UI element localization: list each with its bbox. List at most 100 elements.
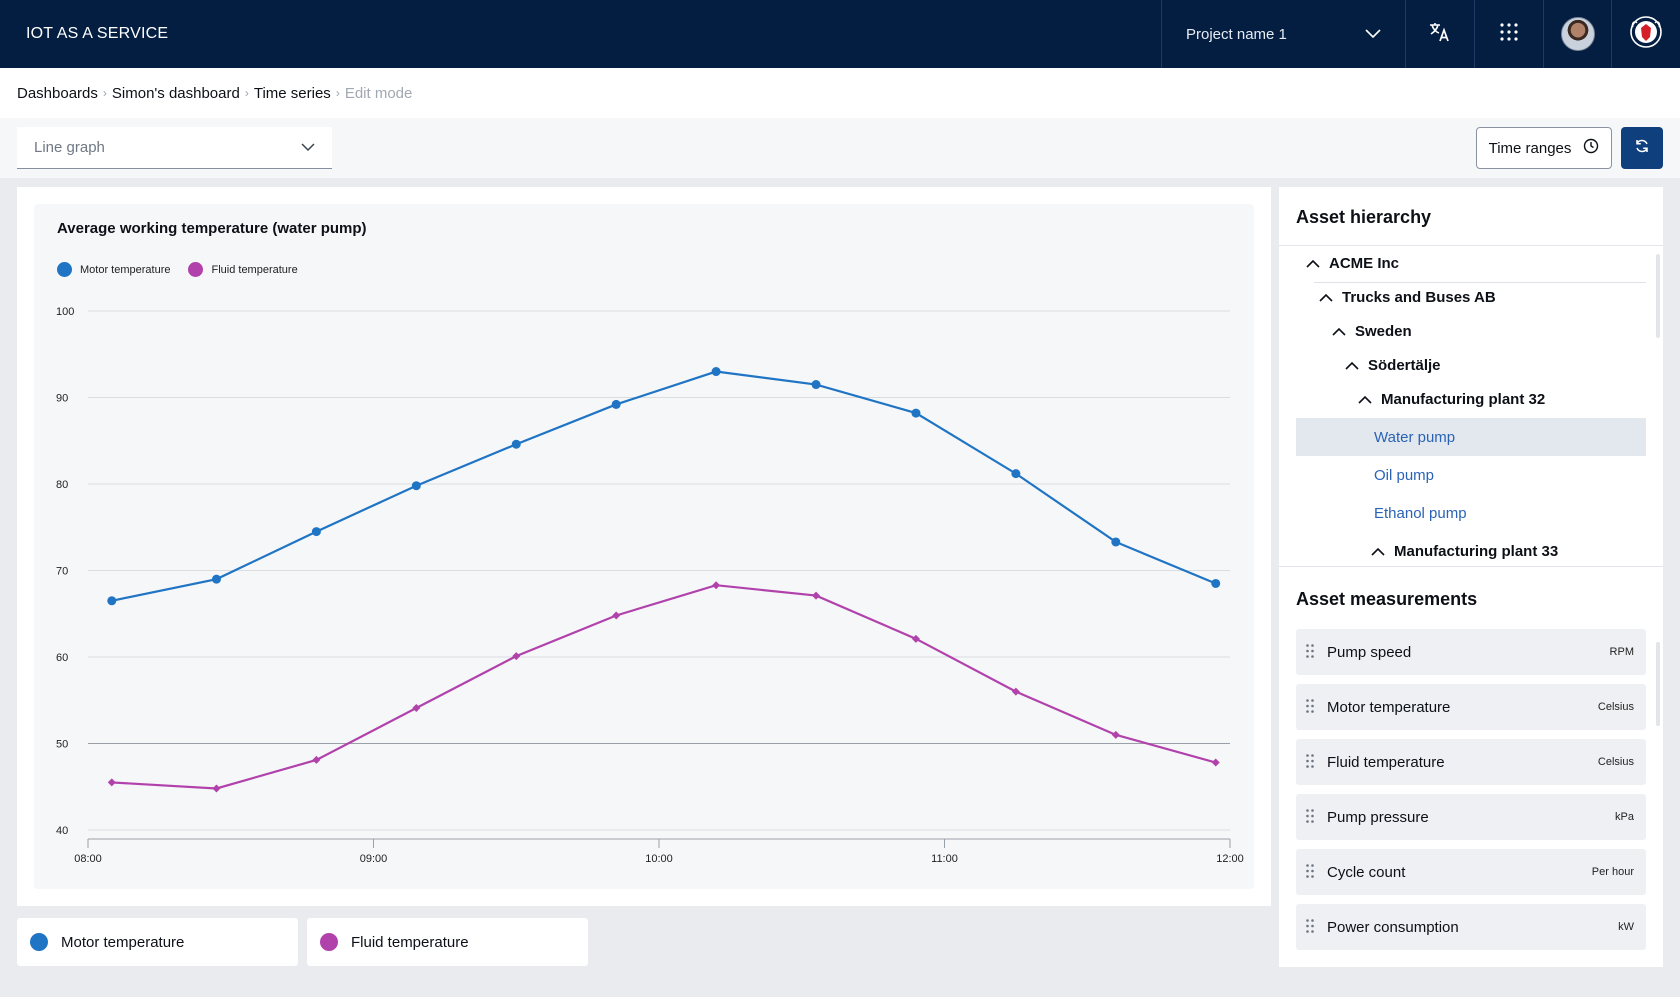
- refresh-button[interactable]: [1621, 127, 1663, 169]
- asset-panel: Asset hierarchy ACME Inc Trucks and Buses…: [1279, 187, 1663, 967]
- breadcrumb-separator-icon: ›: [244, 86, 249, 100]
- data-point-motor: [1111, 537, 1121, 547]
- tree-node[interactable]: Oil pump: [1296, 456, 1646, 494]
- tree-node-label: Sweden: [1355, 322, 1412, 340]
- y-tick-label: 90: [56, 393, 68, 405]
- drag-handle-icon[interactable]: [1305, 753, 1317, 772]
- chevron-up-icon[interactable]: [1316, 293, 1336, 302]
- tree-node-label: Oil pump: [1374, 466, 1435, 484]
- breadcrumb: Dashboards › Simon's dashboard › Time se…: [0, 68, 1680, 118]
- tree-node[interactable]: ACME Inc: [1296, 246, 1646, 280]
- measurement-item[interactable]: Motor temperature Celsius: [1296, 684, 1646, 730]
- breadcrumb-time-series[interactable]: Time series: [253, 84, 331, 102]
- tree-node[interactable]: Manufacturing plant 33: [1296, 534, 1646, 566]
- legend-label-motor: Motor temperature: [80, 263, 171, 276]
- series-swatch-fluid: [320, 933, 338, 951]
- brand-title: IOT AS A SERVICE: [26, 25, 169, 42]
- measurement-item[interactable]: Fluid temperature Celsius: [1296, 739, 1646, 785]
- measurement-unit: Celsius: [1597, 756, 1634, 768]
- data-point-fluid: [312, 755, 321, 764]
- y-tick-label: 60: [56, 652, 68, 664]
- data-point-fluid: [1211, 758, 1220, 767]
- asset-measurements-title: Asset measurements: [1296, 589, 1478, 609]
- drag-handle-icon[interactable]: [1305, 863, 1317, 882]
- language-button[interactable]: [1405, 0, 1474, 68]
- tree-node[interactable]: Ethanol pump: [1296, 494, 1646, 532]
- breadcrumb-separator-icon: ›: [335, 86, 340, 100]
- data-point-motor: [1211, 578, 1221, 588]
- data-point-motor: [311, 527, 321, 537]
- chevron-up-icon[interactable]: [1355, 395, 1375, 404]
- measurement-item[interactable]: Cycle count Per hour: [1296, 849, 1646, 895]
- tree-scrollbar[interactable]: [1656, 254, 1660, 338]
- top-bar: IOT AS A SERVICE Project name 1: [0, 0, 1680, 68]
- data-point-fluid: [1011, 687, 1020, 696]
- tree-node-label: Södertälje: [1368, 356, 1441, 374]
- data-point-motor: [611, 399, 621, 409]
- drag-handle-icon[interactable]: [1305, 643, 1317, 662]
- tree-node-label: Trucks and Buses AB: [1342, 288, 1496, 306]
- chevron-up-icon[interactable]: [1342, 361, 1362, 370]
- measurement-item[interactable]: Pump pressure kPa: [1296, 794, 1646, 840]
- measurement-unit: Per hour: [1591, 866, 1634, 878]
- measurement-name: Motor temperature: [1327, 698, 1451, 716]
- avatar: [1560, 17, 1595, 51]
- chevron-down-icon: [301, 139, 315, 156]
- drag-handle-icon[interactable]: [1305, 698, 1317, 717]
- y-tick-label: 100: [56, 306, 74, 318]
- asset-hierarchy-title: Asset hierarchy: [1296, 207, 1432, 227]
- tree-node[interactable]: Water pump: [1296, 418, 1646, 456]
- tree-divider: [1314, 282, 1646, 283]
- data-point-motor: [107, 596, 117, 606]
- data-point-motor: [411, 481, 421, 491]
- tree-node[interactable]: Sweden: [1296, 314, 1646, 348]
- data-point-fluid: [107, 778, 116, 787]
- measurement-item[interactable]: Power consumption kW: [1296, 904, 1646, 950]
- tree-node[interactable]: Södertälje: [1296, 348, 1646, 382]
- breadcrumb-simons-dashboard[interactable]: Simon's dashboard: [111, 84, 240, 102]
- legend-item-fluid[interactable]: Fluid temperature: [188, 262, 298, 277]
- grid-icon: [1500, 22, 1518, 46]
- project-name: Project name 1: [1186, 25, 1287, 43]
- refresh-icon: [1634, 138, 1650, 159]
- data-point-motor: [1011, 469, 1021, 479]
- measurements-scrollbar[interactable]: [1656, 642, 1660, 726]
- legend-label-fluid: Fluid temperature: [211, 263, 298, 276]
- drag-handle-icon[interactable]: [1305, 808, 1317, 827]
- x-tick-label: 09:00: [360, 853, 388, 865]
- measurement-name: Power consumption: [1327, 918, 1459, 936]
- data-point-fluid: [412, 704, 421, 713]
- project-selector[interactable]: Project name 1: [1161, 0, 1405, 68]
- brand-emblem-icon: [1629, 15, 1663, 54]
- tree-node[interactable]: Trucks and Buses AB: [1296, 280, 1646, 314]
- measurement-name: Pump speed: [1327, 643, 1412, 661]
- chevron-up-icon[interactable]: [1329, 327, 1349, 336]
- apps-button[interactable]: [1474, 0, 1543, 68]
- user-menu-button[interactable]: [1543, 0, 1611, 68]
- tree-node-label: Manufacturing plant 32: [1381, 390, 1546, 408]
- x-tick-label: 12:00: [1216, 853, 1244, 865]
- time-ranges-button[interactable]: Time ranges: [1476, 127, 1612, 169]
- line-chart: 40 50 60 70 80 90 100 08:00 09:00 10:00 11:00 12:00: [56, 306, 1244, 865]
- data-point-fluid: [911, 634, 920, 643]
- drag-handle-icon[interactable]: [1305, 918, 1317, 937]
- measurement-unit: kW: [1618, 921, 1634, 933]
- toolbar: Line graph Time ranges: [0, 118, 1680, 178]
- series-chip-label: Motor temperature: [61, 933, 185, 951]
- chevron-up-icon[interactable]: [1303, 259, 1323, 268]
- breadcrumb-dashboards[interactable]: Dashboards: [17, 84, 98, 102]
- measurement-name: Pump pressure: [1327, 808, 1429, 826]
- measurement-item[interactable]: Pump speed RPM: [1296, 629, 1646, 675]
- legend-item-motor[interactable]: Motor temperature: [57, 262, 170, 277]
- chevron-up-icon[interactable]: [1368, 547, 1388, 556]
- series-chip-motor[interactable]: Motor temperature: [17, 918, 298, 966]
- chart-title: Average working temperature (water pump): [57, 220, 367, 237]
- data-point-fluid: [1111, 730, 1120, 739]
- chevron-down-icon: [1365, 26, 1381, 43]
- series-chip-fluid[interactable]: Fluid temperature: [307, 918, 588, 966]
- tree-node-label: Water pump: [1374, 428, 1456, 446]
- graph-type-dropdown[interactable]: Line graph: [17, 127, 332, 169]
- measurement-unit: Celsius: [1597, 701, 1634, 713]
- clock-icon: [1583, 138, 1599, 158]
- tree-node[interactable]: Manufacturing plant 32: [1296, 382, 1646, 416]
